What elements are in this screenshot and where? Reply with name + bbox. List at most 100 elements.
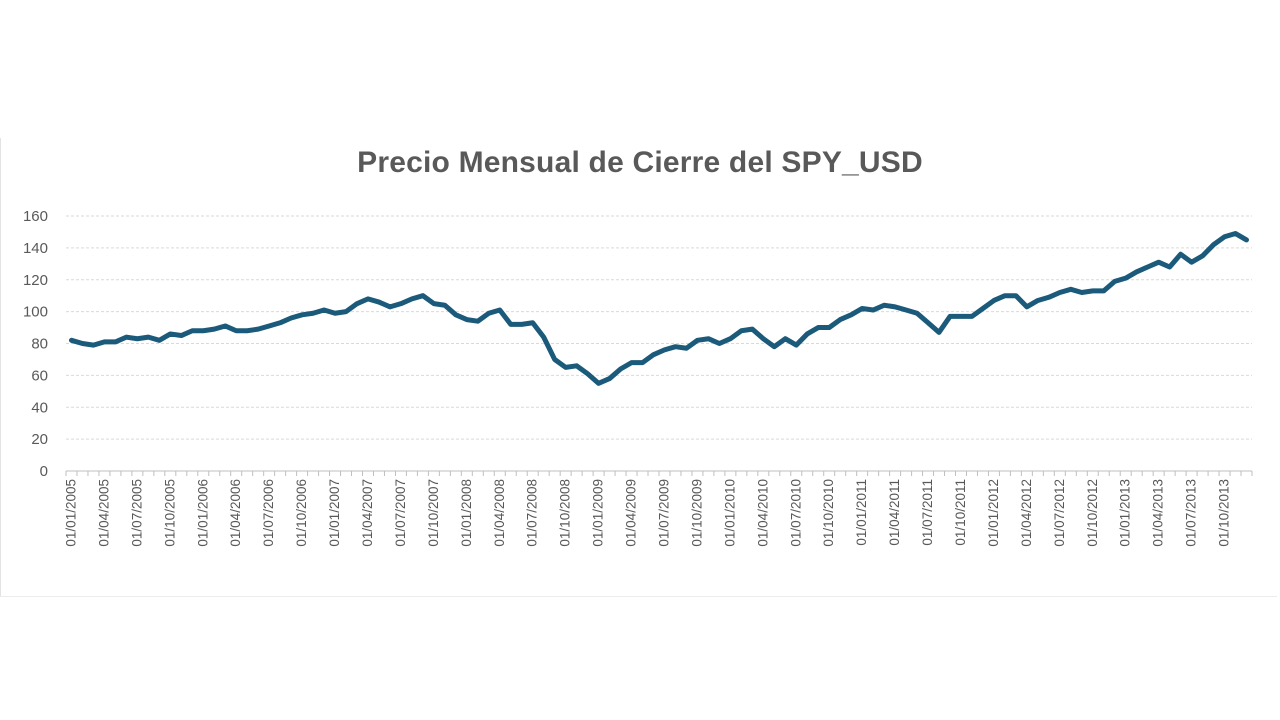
data-point — [1026, 306, 1028, 308]
x-axis-ticks: 01/01/2005 01/04/2005 01/07/2005 01/10/2005… — [63, 479, 1231, 547]
data-point — [663, 349, 666, 351]
data-point — [158, 339, 161, 342]
series-layer — [68, 231, 1250, 386]
x-axis — [65, 470, 1253, 476]
data-point — [290, 317, 292, 319]
data-point — [422, 294, 424, 297]
data-point — [323, 309, 325, 311]
data-point — [1091, 290, 1094, 292]
x-tick-label: 01/01/2013 — [1118, 479, 1133, 547]
data-point — [894, 306, 896, 308]
data-point — [817, 326, 820, 329]
data-point — [949, 315, 951, 318]
data-point — [345, 310, 347, 313]
y-tick-label: 20 — [31, 431, 48, 448]
data-point — [729, 337, 732, 340]
data-point — [191, 329, 194, 332]
data-point — [982, 307, 984, 310]
chart-title: Precio Mensual de Cierre del SPY_USD — [357, 146, 923, 179]
data-point — [960, 315, 962, 318]
data-point — [751, 328, 754, 330]
y-tick-label: 140 — [23, 240, 48, 257]
x-tick-label: 01/04/2012 — [1019, 479, 1034, 547]
y-tick-label: 0 — [40, 463, 48, 480]
x-tick-label: 01/04/2010 — [755, 479, 770, 547]
x-tick-label: 01/10/2009 — [689, 479, 704, 547]
chart-area — [0, 138, 1277, 597]
x-tick-label: 01/07/2010 — [788, 479, 803, 547]
data-point — [301, 314, 303, 316]
y-axis-ticks: 0 20 40 60 80 100 120 140 160 — [23, 208, 48, 480]
data-point — [520, 323, 523, 326]
x-tick-label: 01/07/2012 — [1052, 479, 1067, 547]
data-point — [268, 325, 270, 327]
data-point — [213, 328, 216, 330]
data-point — [718, 342, 721, 345]
data-point — [553, 358, 556, 361]
data-point — [916, 312, 918, 315]
data-point — [1146, 266, 1149, 268]
data-point — [773, 345, 776, 348]
data-point — [334, 312, 336, 315]
x-tick-label: 01/04/2005 — [96, 479, 111, 547]
x-tick-label: 01/04/2011 — [887, 479, 902, 546]
data-point — [575, 365, 578, 367]
y-tick-label: 40 — [31, 399, 48, 416]
data-point — [114, 341, 117, 343]
x-tick-label: 01/10/2008 — [558, 479, 573, 547]
x-tick-label: 01/07/2006 — [261, 479, 276, 547]
data-point — [1080, 291, 1083, 294]
data-point — [641, 361, 644, 364]
data-point — [389, 306, 391, 308]
series-line — [68, 231, 1250, 386]
y-tick-label: 120 — [23, 272, 48, 289]
data-point — [70, 339, 73, 342]
data-point — [1223, 235, 1226, 238]
x-tick-label: 01/10/2012 — [1085, 479, 1100, 547]
data-point — [1190, 261, 1193, 264]
data-point — [257, 328, 259, 330]
data-point — [378, 301, 380, 303]
x-tick-label: 01/04/2013 — [1151, 479, 1166, 547]
y-tick-label: 160 — [23, 208, 48, 225]
data-point — [411, 298, 413, 300]
data-point — [444, 304, 446, 307]
data-point — [1245, 239, 1248, 241]
data-point — [235, 329, 238, 332]
gridlines — [66, 215, 1252, 440]
data-point — [542, 336, 545, 338]
data-point — [1135, 270, 1138, 273]
data-point — [477, 320, 479, 322]
data-point — [509, 323, 512, 326]
data-point — [927, 321, 929, 324]
x-tick-label: 01/10/2005 — [162, 479, 177, 547]
data-point — [564, 366, 567, 369]
data-point — [1113, 280, 1116, 283]
data-point — [652, 353, 655, 356]
data-point — [1015, 294, 1017, 297]
data-point — [455, 314, 457, 316]
data-point — [938, 331, 940, 334]
data-point — [103, 341, 106, 343]
x-tick-label: 01/04/2007 — [360, 479, 375, 547]
data-point — [674, 345, 677, 348]
data-point — [312, 312, 314, 315]
data-point — [147, 336, 150, 338]
data-point — [1059, 291, 1061, 294]
data-point — [707, 337, 710, 340]
data-point — [487, 312, 490, 315]
data-point — [905, 309, 907, 311]
data-point — [839, 318, 841, 321]
data-point — [993, 299, 995, 302]
data-point — [400, 302, 402, 305]
x-tick-label: 01/10/2006 — [294, 479, 309, 547]
y-tick-label: 80 — [31, 336, 48, 353]
x-tick-label: 01/07/2009 — [656, 479, 671, 547]
x-tick-label: 01/07/2011 — [920, 479, 935, 546]
data-point — [784, 337, 787, 340]
data-point — [498, 309, 501, 311]
data-point — [81, 342, 84, 345]
data-point — [224, 325, 227, 327]
data-point — [356, 302, 358, 305]
